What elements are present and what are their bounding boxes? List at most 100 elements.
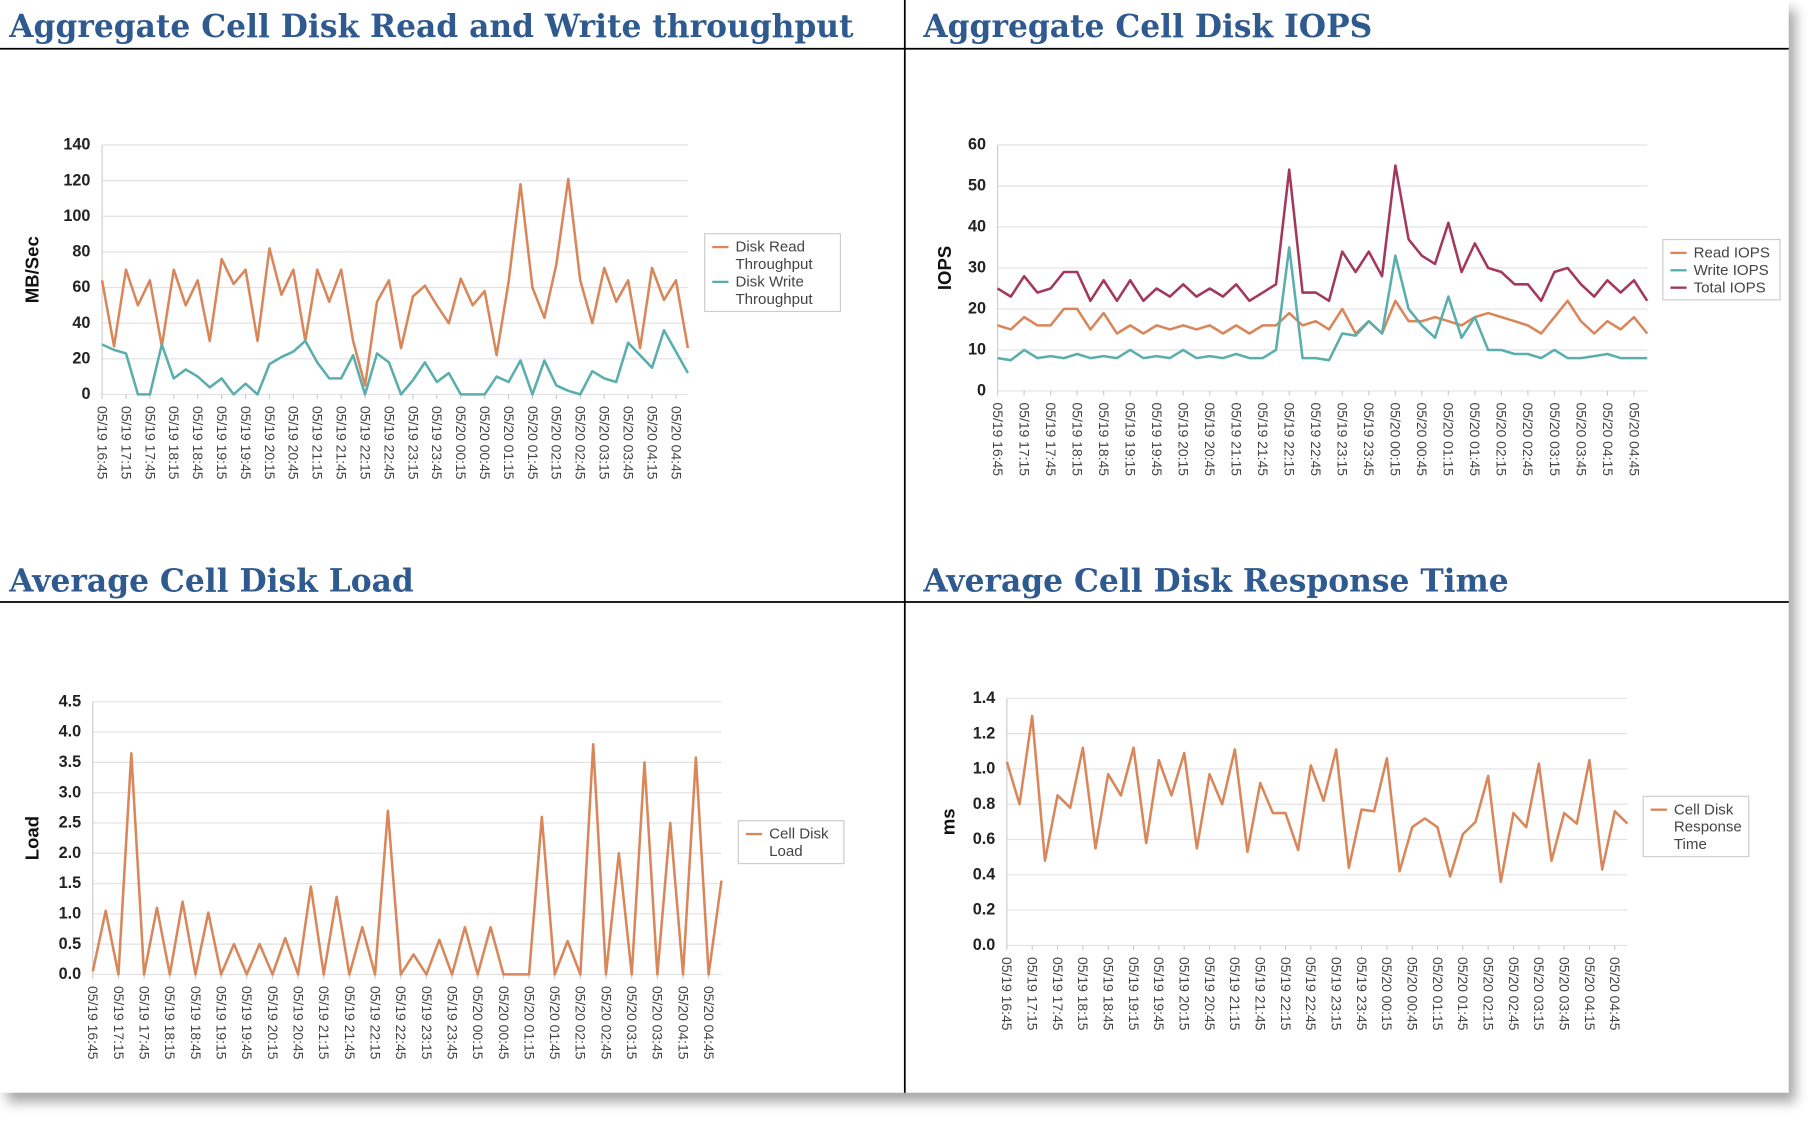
legend-swatch bbox=[712, 245, 729, 249]
x-tick-label: 05/19 17:45 bbox=[136, 986, 152, 1060]
y-tick-label: 0 bbox=[977, 382, 986, 400]
x-tick-label: 05/19 22:15 bbox=[367, 986, 383, 1060]
x-tick-label: 05/19 18:45 bbox=[190, 406, 206, 480]
series-line bbox=[997, 299, 1649, 335]
x-tick-label: 05/19 21:45 bbox=[1253, 957, 1269, 1031]
x-tick-label: 05/19 22:45 bbox=[1308, 403, 1324, 477]
legend-entry: Write IOPS bbox=[1670, 261, 1772, 278]
x-tick-label: 05/19 19:15 bbox=[1123, 403, 1139, 477]
y-tick-label: 80 bbox=[72, 243, 90, 261]
x-tick-label: 05/19 20:15 bbox=[265, 986, 281, 1060]
y-tick-label: 40 bbox=[968, 218, 986, 236]
x-tick-label: 05/19 19:45 bbox=[238, 406, 254, 480]
x-tick-label: 05/20 03:15 bbox=[624, 986, 640, 1060]
y-axis-label: Load bbox=[21, 816, 42, 860]
legend-swatch bbox=[712, 280, 729, 284]
x-tick-label: 05/19 20:45 bbox=[290, 986, 306, 1060]
x-tick-label: 05/20 03:45 bbox=[650, 986, 666, 1060]
x-tick-label: 05/20 03:15 bbox=[1531, 957, 1547, 1031]
series-line bbox=[101, 328, 689, 396]
y-tick-label: 4.0 bbox=[59, 723, 82, 741]
x-tick-label: 05/19 22:45 bbox=[381, 406, 397, 480]
x-tick-label: 05/19 18:45 bbox=[1096, 403, 1112, 477]
series-line bbox=[100, 177, 690, 387]
legend-swatch bbox=[745, 832, 763, 836]
x-tick-label: 05/20 04:45 bbox=[1626, 403, 1642, 477]
legend: Cell Disk Response Time bbox=[1642, 795, 1750, 858]
x-tick-label: 05/20 01:45 bbox=[547, 986, 563, 1060]
y-tick-label: 0.6 bbox=[973, 830, 996, 848]
y-axis-label: ms bbox=[938, 808, 959, 835]
x-tick-label: 05/20 01:45 bbox=[525, 406, 541, 480]
x-tick-label: 05/19 20:45 bbox=[1202, 957, 1218, 1031]
x-tick-label: 05/19 18:15 bbox=[166, 406, 182, 480]
x-tick-label: 05/19 17:15 bbox=[1016, 403, 1032, 477]
x-tick-label: 05/19 17:45 bbox=[1043, 403, 1059, 477]
y-tick-label: 0.0 bbox=[973, 936, 996, 954]
legend-entry: Total IOPS bbox=[1670, 278, 1772, 296]
legend-swatch bbox=[1650, 808, 1667, 811]
x-tick-label: 05/19 23:15 bbox=[1329, 957, 1345, 1031]
y-axis-label: MB/Sec bbox=[21, 236, 42, 303]
x-tick-label: 05/19 17:45 bbox=[142, 406, 158, 480]
panel-title: Average Cell Disk Response Time bbox=[922, 564, 1508, 600]
x-tick-label: 05/19 16:45 bbox=[999, 957, 1015, 1031]
y-tick-label: 0.4 bbox=[973, 865, 996, 883]
y-axis-label: IOPS bbox=[934, 246, 955, 290]
x-tick-label: 05/19 22:45 bbox=[393, 986, 409, 1060]
legend-label: Disk Write Throughput bbox=[735, 272, 813, 308]
x-tick-label: 05/20 03:45 bbox=[1573, 403, 1589, 477]
y-tick-label: 60 bbox=[968, 136, 986, 154]
x-tick-label: 05/19 19:15 bbox=[214, 406, 230, 480]
x-tick-label: 05/20 00:45 bbox=[477, 406, 493, 480]
panel-title: Aggregate Cell Disk IOPS bbox=[922, 9, 1372, 45]
x-tick-label: 05/20 04:15 bbox=[1582, 957, 1598, 1031]
x-tick-label: 05/20 04:45 bbox=[1607, 957, 1623, 1031]
series-line bbox=[996, 164, 1649, 303]
x-tick-label: 05/20 01:45 bbox=[1467, 403, 1483, 477]
x-tick-label: 05/20 01:15 bbox=[1441, 403, 1457, 477]
x-tick-label: 05/19 21:15 bbox=[310, 406, 326, 480]
x-tick-label: 05/19 23:45 bbox=[1354, 957, 1370, 1031]
legend-entry: Disk Write Throughput bbox=[712, 272, 833, 308]
x-tick-label: 05/20 00:15 bbox=[470, 986, 486, 1060]
y-tick-label: 3.0 bbox=[59, 783, 82, 801]
legend-entry: Cell Disk Load bbox=[745, 825, 836, 860]
x-tick-label: 05/19 18:15 bbox=[162, 986, 178, 1060]
y-tick-label: 60 bbox=[72, 278, 90, 296]
x-tick-label: 05/20 02:45 bbox=[573, 406, 589, 480]
x-tick-label: 05/19 22:45 bbox=[1303, 957, 1319, 1031]
x-tick-label: 05/19 20:15 bbox=[1176, 403, 1192, 477]
legend-entry: Disk Read Throughput bbox=[712, 238, 833, 273]
x-tick-label: 05/20 02:15 bbox=[1494, 403, 1510, 477]
y-tick-label: 1.0 bbox=[973, 760, 996, 778]
y-tick-label: 30 bbox=[968, 259, 986, 277]
y-tick-label: 1.2 bbox=[973, 724, 996, 742]
y-tick-label: 2.0 bbox=[59, 844, 82, 862]
x-tick-label: 05/20 01:15 bbox=[521, 986, 537, 1060]
y-tick-label: 50 bbox=[968, 177, 986, 195]
y-tick-label: 2.5 bbox=[59, 814, 82, 832]
y-tick-label: 1.0 bbox=[59, 904, 82, 922]
x-tick-label: 05/19 21:15 bbox=[316, 986, 332, 1060]
x-tick-label: 05/20 00:45 bbox=[1414, 403, 1430, 477]
x-tick-label: 05/20 04:15 bbox=[644, 406, 660, 480]
legend-label: Cell Disk Response Time bbox=[1673, 800, 1742, 853]
x-tick-label: 05/19 19:45 bbox=[239, 986, 255, 1060]
legend-entry: Read IOPS bbox=[1670, 244, 1772, 261]
y-tick-label: 100 bbox=[63, 207, 90, 225]
x-tick-label: 05/20 01:45 bbox=[1455, 957, 1471, 1031]
legend: Cell Disk Load bbox=[737, 820, 845, 865]
legend-label: Read IOPS bbox=[1693, 243, 1770, 261]
x-tick-label: 05/19 18:15 bbox=[1070, 403, 1086, 477]
x-tick-label: 05/20 00:45 bbox=[1405, 957, 1421, 1031]
x-tick-label: 05/20 02:15 bbox=[573, 986, 589, 1060]
x-tick-label: 05/20 02:15 bbox=[549, 406, 565, 480]
x-tick-label: 05/19 20:15 bbox=[1177, 957, 1193, 1031]
legend-swatch bbox=[1670, 251, 1687, 255]
x-tick-label: 05/20 01:15 bbox=[1430, 957, 1446, 1031]
x-tick-label: 05/20 03:45 bbox=[620, 406, 636, 480]
